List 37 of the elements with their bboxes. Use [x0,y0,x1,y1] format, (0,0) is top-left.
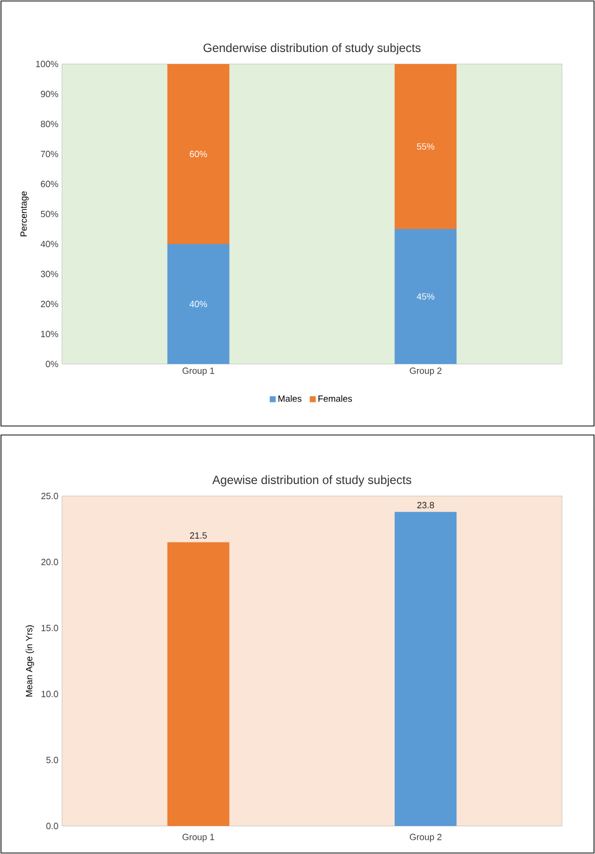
data-label: 55% [416,143,434,150]
bar [167,64,230,244]
x-tick-label: Group 1 [182,834,214,842]
bar [167,244,230,364]
y-tick-label: 0% [46,360,58,368]
y-tick-label: 30% [40,270,58,278]
legend-label: Males [278,395,302,402]
legend-label: Females [318,395,352,402]
chart-title: Genderwise distribution of study subjects [204,43,421,54]
y-tick-label: 15.0 [42,624,58,632]
y-tick-label: 70% [40,150,58,158]
y-tick-label: 60% [40,180,58,188]
data-label: 21.5 [190,532,207,539]
data-label: 40% [190,300,208,308]
y-tick-label: 100% [36,60,58,68]
chart-title: Agewise distribution of study subjects [212,475,412,486]
y-tick-label: 10% [41,330,58,338]
data-label: 60% [190,150,208,158]
x-tick-label: Group 2 [410,834,442,842]
y-tick-label: 20% [40,300,58,308]
x-tick-label: Group 2 [410,368,442,376]
y-tick-label: 25.0 [41,492,58,500]
y-axis-title: Mean Age (in Yrs) [26,625,34,697]
y-axis-title: Percentage [20,191,29,236]
y-tick-label: 20.0 [41,558,58,566]
y-tick-label: 90% [40,90,58,98]
bar [394,64,457,229]
y-tick-label: 10.0 [42,690,58,698]
data-label: 45% [416,293,434,300]
y-tick-label: 5.0 [46,756,58,764]
y-tick-label: 80% [40,120,58,128]
x-tick-label: Group 1 [182,368,214,376]
bar [394,228,457,364]
y-tick-label: 40% [40,240,58,248]
y-tick-label: 0.0 [46,822,58,830]
y-tick-label: 50% [40,210,58,218]
data-label: 23.8 [417,502,434,508]
